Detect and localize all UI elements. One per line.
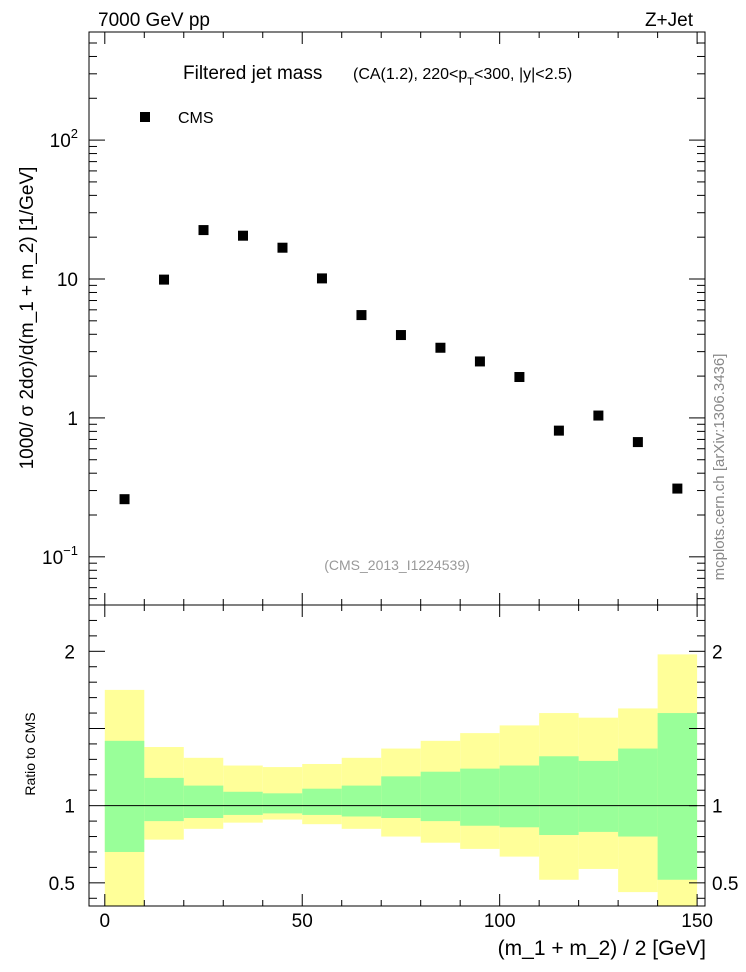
stat-band-bin — [104, 740, 145, 852]
ratio-y-tick-label-right: 0.5 — [712, 874, 738, 895]
data-point — [395, 330, 406, 341]
stat-band-bin — [381, 776, 421, 819]
stat-band-bin — [618, 748, 658, 837]
x-tick-label: 0 — [100, 911, 111, 932]
ratio-y-tick-label-right: 1 — [712, 797, 723, 818]
data-point — [593, 410, 604, 421]
analysis-watermark: (CMS_2013_I1224539) — [324, 557, 470, 573]
data-point — [277, 242, 288, 253]
data-point — [672, 483, 683, 494]
main-ylabel: 1000/ σ 2dσ)/d(m_1 + m_2) [1/GeV] — [17, 167, 38, 470]
ratio-y-tick-label: 2 — [64, 642, 75, 663]
stat-band-bin — [499, 765, 540, 828]
y-tick-label: 10 — [57, 270, 78, 291]
y-tick-label: 102 — [50, 126, 78, 152]
legend-marker — [140, 112, 150, 122]
y-tick-label: 10−1 — [42, 543, 78, 569]
data-point — [198, 225, 209, 236]
stat-band-bin — [341, 785, 382, 817]
x-axis-label: (m_1 + m_2) / 2 [GeV] — [498, 937, 706, 960]
stat-band-bin — [262, 793, 303, 814]
stat-band-bin — [302, 788, 342, 815]
data-point — [159, 274, 170, 285]
stat-band-bin — [539, 756, 579, 835]
data-point — [316, 273, 327, 284]
ratio-ylabel: Ratio to CMS — [22, 712, 38, 795]
data-point — [632, 437, 643, 448]
ratio-y-tick-label-right: 2 — [712, 642, 723, 663]
data-point — [474, 356, 485, 367]
stat-band-bin — [144, 777, 184, 822]
x-tick-label: 150 — [681, 911, 713, 932]
data-point — [238, 230, 248, 241]
data-point — [435, 342, 446, 353]
data-point — [356, 310, 367, 321]
ratio-y-tick-label: 0.5 — [49, 874, 75, 895]
x-tick-label: 50 — [292, 911, 313, 932]
process-label: Z+Jet — [645, 10, 694, 31]
legend-label: CMS — [178, 110, 214, 127]
ratio-frame — [88, 604, 706, 907]
stat-band-bin — [657, 713, 698, 880]
stat-band-bin — [223, 791, 263, 815]
y-tick-label: 1 — [67, 409, 78, 430]
data-point — [514, 372, 525, 383]
side-credit: mcplots.cern.ch [arXiv:1306.3436] — [711, 354, 728, 581]
stat-band-bin — [460, 768, 500, 826]
energy-label: 7000 GeV pp — [98, 10, 210, 31]
stat-band-bin — [578, 760, 619, 832]
data-point — [553, 425, 564, 436]
x-tick-label: 100 — [484, 911, 516, 932]
chart-subtitle: (CA(1.2), 220<pT<300, |y|<2.5) — [353, 66, 572, 88]
ratio-y-tick-label: 1 — [64, 797, 75, 818]
data-point — [119, 494, 130, 505]
stat-band-bin — [183, 785, 224, 819]
stat-band-bin — [420, 771, 461, 822]
chart-title: Filtered jet mass — [183, 63, 322, 84]
